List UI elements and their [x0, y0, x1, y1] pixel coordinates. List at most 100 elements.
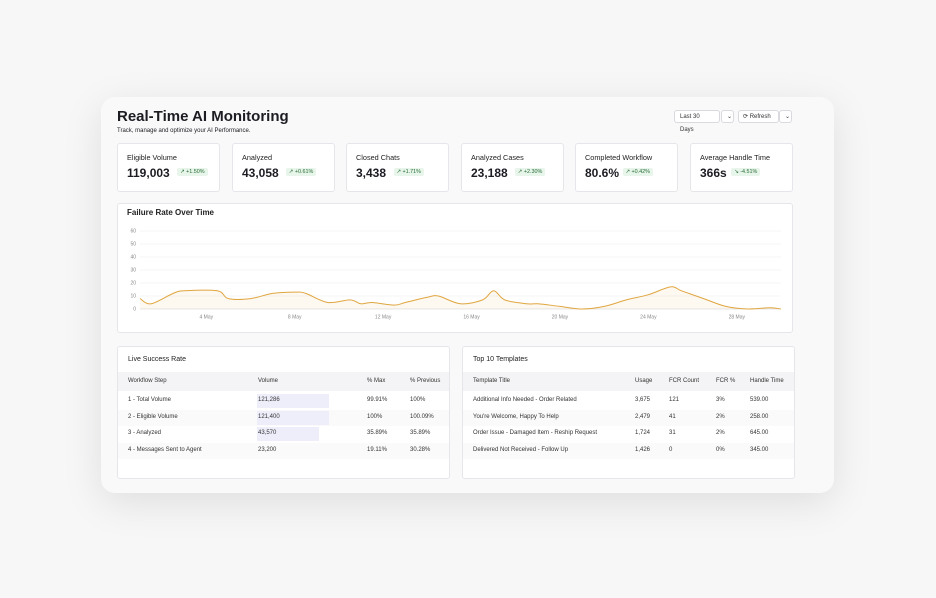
templates-table: Top 10 Templates Template Title Usage FCR C… [462, 346, 795, 479]
column-header: Volume [258, 378, 279, 384]
trend-icon: ↗ [517, 169, 524, 175]
table-cell: 19.11% [367, 446, 387, 453]
column-header: Template Title [473, 378, 511, 384]
table-cell: 3% [716, 397, 725, 403]
trend-icon: ↘ [734, 169, 741, 175]
chart-panel [117, 203, 793, 333]
table-cell: You're Welcome, Happy To Help [473, 413, 559, 420]
table-cell: 35.89% [410, 430, 431, 436]
y-tick-label: 10 [130, 293, 136, 299]
kpi-label: Eligible Volume [127, 153, 177, 162]
table-cell: 23,200 [258, 446, 277, 453]
table-cell: Additional Info Needed - Order Related [473, 397, 577, 403]
column-header: FCR Count [669, 378, 700, 384]
trend-icon: ↗ [625, 169, 632, 175]
page-title: Real-Time AI Monitoring [117, 108, 289, 125]
kpi-card [690, 143, 793, 192]
refresh-label: Refresh [749, 114, 771, 120]
kpi-change: ↗ +0.42% [622, 168, 653, 176]
table-cell: 41 [669, 413, 676, 420]
chart-title: Failure Rate Over Time [127, 208, 214, 217]
column-header: FCR % [716, 378, 736, 384]
kpi-change: ↗ +0.61% [285, 168, 317, 176]
change-text: -4.51% [740, 169, 758, 175]
kpi-card [117, 143, 220, 192]
kpi-card [461, 143, 564, 192]
table-title: Live Success Rate [128, 356, 186, 363]
y-tick-label: 60 [130, 228, 136, 234]
change-text: +1.50% [186, 169, 205, 175]
table-cell: Delivered Not Received - Follow Up [473, 446, 569, 453]
table-cell: 3 - Analyzed [128, 430, 162, 436]
column-header: Workflow Step [128, 378, 167, 384]
table-cell: 345.00 [750, 446, 769, 453]
kpi-change: ↗ +1.50% [177, 168, 208, 176]
header-row [463, 372, 794, 391]
table-cell: 43,570 [258, 430, 277, 436]
refresh-dropdown[interactable]: ⌄ [779, 110, 792, 123]
table-cell: 2 - Eligible Volume [128, 413, 178, 420]
kpi-change: ↗ +2.30% [514, 168, 546, 176]
table-cell: 645.00 [750, 430, 769, 436]
y-tick-label: 50 [130, 241, 136, 247]
x-tick-label: 24 May [640, 314, 657, 320]
column-header: % Max [367, 378, 386, 384]
table-cell: Order Issue - Damaged Item - Reship Requ… [473, 430, 598, 436]
refresh-button[interactable]: ⟳ Refresh [738, 110, 779, 123]
change-text: +0.42% [631, 169, 650, 175]
table-cell: 121,286 [258, 397, 280, 403]
volume-bar [257, 410, 329, 425]
kpi-value: 119,003 [127, 166, 170, 180]
table-cell: 100% [410, 397, 426, 403]
x-tick-label: 12 May [375, 314, 392, 320]
volume-bar [257, 427, 319, 441]
line-area [140, 286, 781, 310]
table-cell: 258.00 [750, 413, 769, 420]
y-tick-label: 20 [130, 280, 136, 286]
x-tick-label: 16 May [463, 314, 480, 320]
table-cell: 2% [716, 430, 725, 436]
kpi-value: 366s [700, 166, 727, 180]
table-cell: 4 - Messages Sent to Agent [128, 446, 202, 453]
table-cell: 0 [669, 446, 673, 453]
trend-icon: ↗ [288, 169, 295, 175]
table-cell: 539.00 [750, 397, 769, 403]
kpi-value: 43,058 [242, 166, 279, 180]
x-tick-label: 4 May [199, 314, 213, 320]
table-cell: 2% [716, 413, 725, 420]
kpi-value: 23,188 [471, 166, 508, 180]
table-cell: 121,400 [258, 413, 280, 420]
trend-icon: ↗ [396, 169, 403, 175]
change-text: +2.30% [523, 169, 543, 175]
table-cell: 99.91% [367, 397, 388, 403]
range-button[interactable]: Last 30 Days [674, 110, 720, 133]
row-stripe [118, 442, 449, 459]
line [139, 286, 782, 310]
kpi-value: 3,438 [356, 166, 387, 180]
refresh-icon: ⟳ [743, 114, 750, 120]
x-tick-label: 28 May [729, 314, 746, 320]
table-cell: 100.09% [410, 413, 434, 420]
kpi-label: Analyzed [242, 153, 273, 162]
volume-bar [257, 394, 329, 408]
kpi-label: Closed Chats [356, 153, 400, 162]
table-cell: 1,426 [635, 446, 651, 453]
column-header: Handle Time [750, 378, 784, 384]
table-cell: 2,479 [635, 413, 651, 420]
chart: 0 10 20 30 40 50 60 4 May 8 May 12 May 16 May 20 Ma… [130, 228, 782, 320]
column-header: % Previous [410, 378, 441, 384]
x-tick-label: 20 May [552, 314, 569, 320]
kpi-card [232, 143, 335, 192]
range-dropdown[interactable]: ⌄ [721, 110, 734, 123]
x-tick-label: 8 May [288, 314, 302, 320]
column-header: Usage [635, 378, 653, 384]
trend-icon: ↗ [180, 169, 187, 175]
table-cell: 1,724 [635, 430, 651, 436]
y-tick-label: 0 [133, 306, 136, 312]
kpi-label: Analyzed Cases [471, 153, 524, 162]
table-cell: 3,675 [635, 397, 651, 403]
table-cell: 0% [716, 446, 725, 453]
y-tick-label: 40 [130, 254, 136, 260]
